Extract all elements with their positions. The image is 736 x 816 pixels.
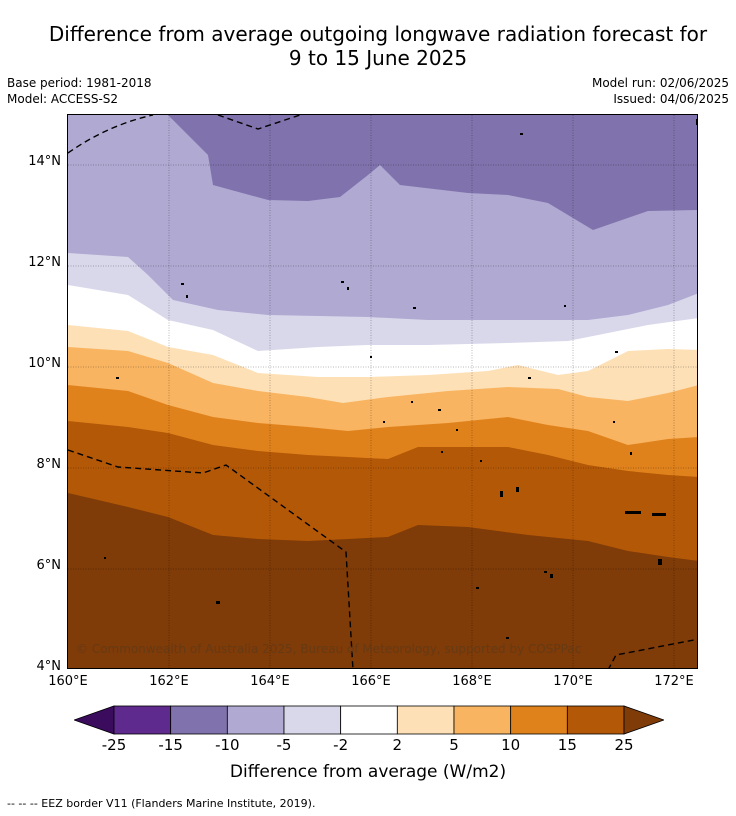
colorbar-tick-label: 10 bbox=[501, 736, 521, 754]
colorbar-extend-low bbox=[74, 705, 115, 735]
colorbar-tick-label: 15 bbox=[557, 736, 577, 754]
colorbar-segment bbox=[453, 705, 512, 735]
colorbar-tick-label: -15 bbox=[158, 736, 183, 754]
title-line-2: 9 to 15 June 2025 bbox=[288, 46, 468, 70]
colorbar-segment bbox=[566, 705, 625, 735]
map-canvas bbox=[68, 115, 697, 668]
band-minus15-minus10 bbox=[168, 115, 697, 230]
lat-label-8n: 8°N bbox=[36, 457, 62, 472]
lat-label-10n: 10°N bbox=[28, 356, 61, 371]
colorbar-tick-label: 2 bbox=[392, 736, 403, 754]
lon-label-168e: 168°E bbox=[452, 674, 492, 689]
title-line-1: Difference from average outgoing longwav… bbox=[48, 22, 708, 46]
lon-label-170e: 170°E bbox=[553, 674, 593, 689]
map-area: © Commonwealth of Australia 2025, Bureau… bbox=[67, 114, 698, 669]
map-title: Difference from average outgoing longwav… bbox=[20, 22, 736, 70]
lat-label-6n: 6°N bbox=[36, 558, 62, 573]
graticule bbox=[68, 115, 697, 668]
colorbar-segment bbox=[340, 705, 398, 735]
colorbar-segment bbox=[113, 705, 172, 735]
model-run: Model run: 02/06/2025 bbox=[591, 76, 729, 90]
lon-label-166e: 166°E bbox=[351, 674, 391, 689]
band-above-plus25 bbox=[68, 493, 697, 668]
lat-label-12n: 12°N bbox=[28, 255, 61, 270]
base-period: Base period: 1981-2018 bbox=[7, 76, 152, 90]
colorbar-label: Difference from average (W/m2) bbox=[229, 762, 507, 782]
colorbar-tick-label: 5 bbox=[449, 736, 459, 754]
meta-left: Base period: 1981-2018 Model: ACCESS-S2 bbox=[7, 75, 152, 107]
colorbar-tick-label: -25 bbox=[101, 736, 127, 754]
colorbar-segment bbox=[170, 705, 228, 735]
colorbar-tick-label: -10 bbox=[215, 736, 240, 754]
model-name: Model: ACCESS-S2 bbox=[7, 92, 119, 106]
colorbar-tick-label: -5 bbox=[276, 736, 292, 754]
lat-label-14n: 14°N bbox=[28, 154, 61, 169]
eez-border bbox=[68, 115, 697, 668]
islands bbox=[104, 119, 697, 639]
colorbar-tick-label: 25 bbox=[614, 736, 634, 754]
issued-date: Issued: 04/06/2025 bbox=[613, 92, 729, 106]
colorbar-segment bbox=[396, 705, 455, 735]
colorbar-segment bbox=[226, 705, 285, 735]
meta-right: Model run: 02/06/2025 Issued: 04/06/2025 bbox=[592, 75, 729, 107]
lon-label-164e: 164°E bbox=[250, 674, 290, 689]
lon-label-162e: 162°E bbox=[149, 674, 189, 689]
lon-label-172e: 172°E bbox=[654, 674, 694, 689]
colorbar-extend-high bbox=[623, 705, 664, 735]
colorbar-tick-label: -2 bbox=[333, 736, 349, 754]
eez-footnote: -- -- -- EEZ border V11 (Flanders Marine… bbox=[7, 797, 316, 810]
colorbar-segment bbox=[510, 705, 568, 735]
colorbar bbox=[74, 705, 664, 735]
colorbar-segments bbox=[74, 705, 664, 735]
lat-label-4n: 4°N bbox=[36, 659, 62, 674]
colorbar-segment bbox=[283, 705, 342, 735]
lon-label-160e: 160°E bbox=[48, 674, 88, 689]
copyright-notice: © Commonwealth of Australia 2025, Bureau… bbox=[76, 642, 582, 656]
